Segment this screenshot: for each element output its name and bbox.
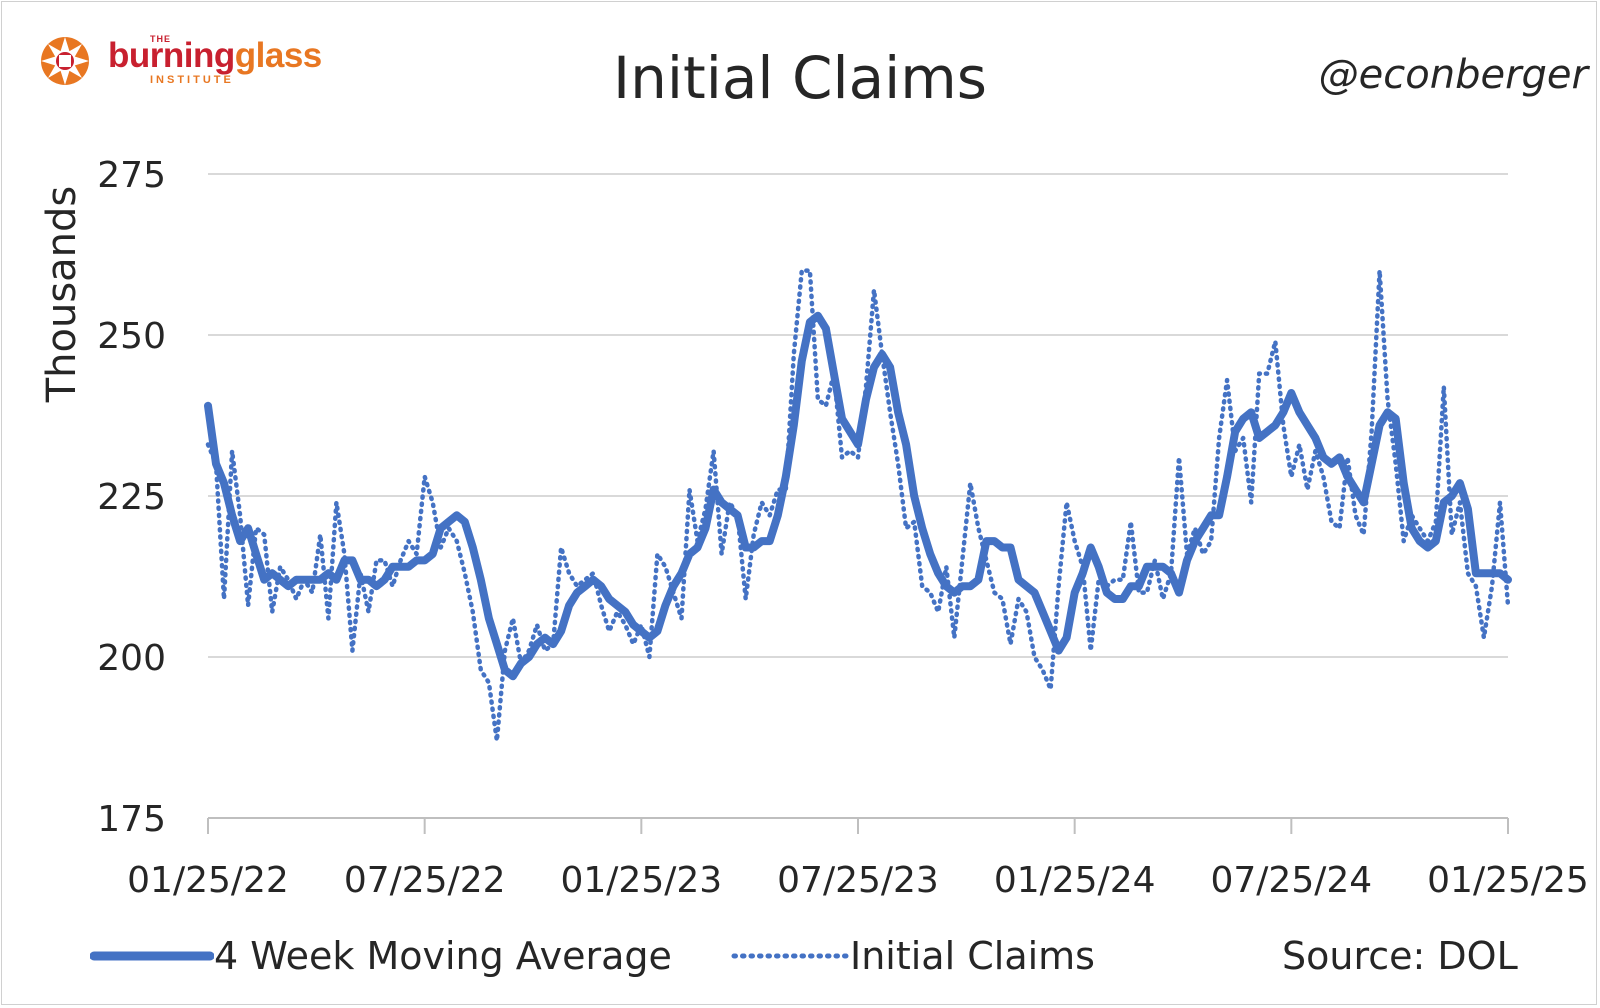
x-tick-label: 01/25/25	[1427, 860, 1589, 901]
legend-item-moving-average: 4 Week Moving Average	[90, 928, 672, 984]
x-tick-label: 07/25/22	[344, 860, 506, 901]
legend-label-moving-average: 4 Week Moving Average	[214, 934, 672, 978]
logo-word-burning: burning	[108, 36, 235, 75]
legend-swatch-dotted	[731, 953, 849, 959]
series-line-initial-claims	[205, 268, 1511, 743]
gridlines	[208, 173, 1508, 658]
y-tick-label: 200	[97, 638, 166, 679]
line-chart: 175 200 225 250 275 01/25/22 07/25/22 01/25/23…	[97, 155, 1589, 901]
x-tick-labels: 01/25/22 07/25/22 01/25/23 07/25/23 01/25/24…	[127, 860, 1589, 901]
x-axis	[207, 817, 1509, 834]
logo-institute-text: INSTITUTE	[150, 74, 234, 86]
source-note: Source: DOL	[1282, 934, 1518, 978]
legend-label-initial-claims: Initial Claims	[850, 934, 1095, 978]
x-tick-label: 07/25/23	[777, 860, 939, 901]
burning-glass-logo: THE burningglass INSTITUTE	[38, 34, 378, 94]
x-tick-label: 07/25/24	[1210, 860, 1372, 901]
series-line-4-week-moving-average	[204, 311, 1512, 681]
sunburst-logo-icon	[41, 37, 89, 85]
x-tick-label: 01/25/23	[560, 860, 722, 901]
legend-item-initial-claims: Initial Claims	[730, 928, 1095, 984]
logo-wordmark: burningglass	[108, 36, 322, 76]
y-tick-label: 225	[97, 477, 166, 518]
logo-the-text: THE	[150, 34, 171, 44]
y-tick-label: 250	[97, 316, 166, 357]
author-handle: @econberger	[1318, 52, 1588, 98]
legend: 4 Week Moving Average Initial Claims	[90, 928, 1510, 984]
x-tick-label: 01/25/22	[127, 860, 289, 901]
legend-swatch-solid	[90, 951, 214, 961]
y-tick-labels: 175 200 225 250 275	[97, 155, 166, 840]
y-tick-label: 175	[97, 799, 166, 840]
series-lines	[204, 268, 1512, 743]
chart-title: Initial Claims	[613, 44, 987, 112]
y-tick-label: 275	[97, 155, 166, 196]
x-tick-label: 01/25/24	[994, 860, 1156, 901]
logo-word-glass: glass	[234, 36, 323, 75]
